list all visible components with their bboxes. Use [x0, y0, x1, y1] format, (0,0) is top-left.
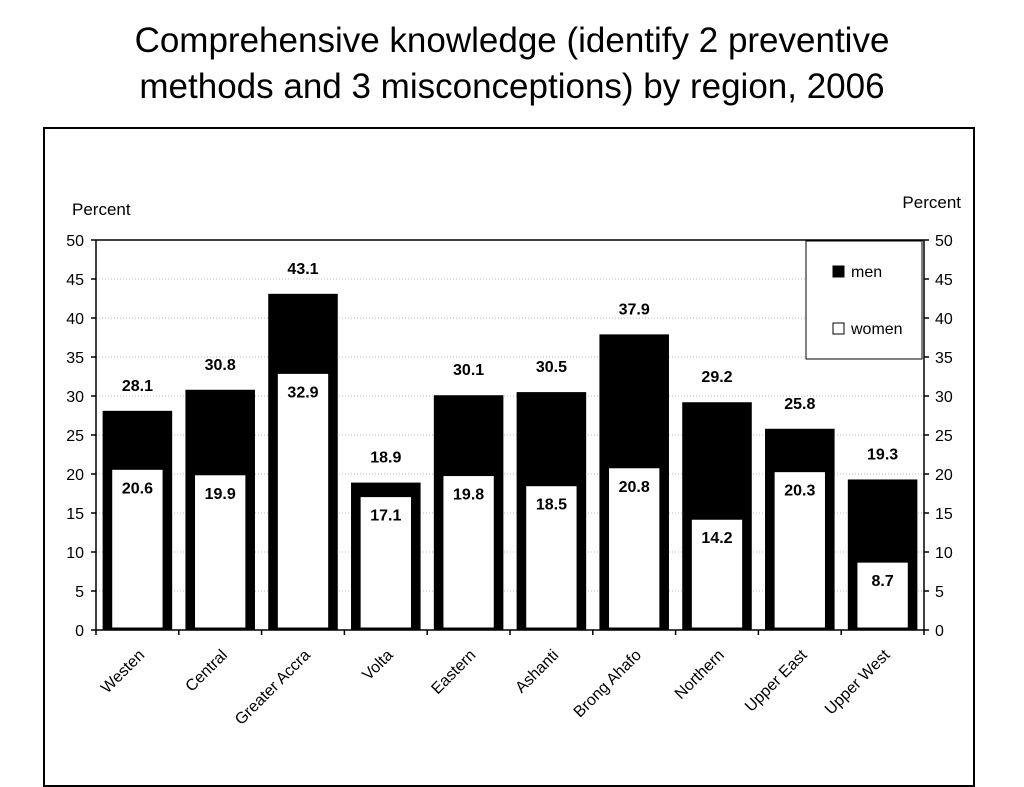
data-label-women: 14.2: [701, 530, 732, 547]
bars: [102, 293, 918, 630]
data-label-men: 28.1: [122, 378, 153, 395]
y-tick-label-right: 10: [935, 545, 953, 562]
bar-women: [359, 496, 412, 629]
bar-women: [856, 561, 909, 629]
y-tick-label-left: 20: [66, 467, 84, 484]
legend-box: [805, 240, 923, 360]
chart-frame: 0 0 5 5 10 10 15 15 20 20 25 25 30 30 35 35 40 40 45 45 50 50…: [43, 127, 975, 787]
bar-women: [690, 518, 744, 629]
y-tick-label-left: 25: [66, 428, 84, 445]
y-tick-label-left: 5: [75, 584, 84, 601]
x-tick-label: Central: [183, 647, 231, 695]
bar-women: [111, 468, 164, 629]
data-label-men: 29.2: [701, 369, 732, 386]
legend-swatch-women: [832, 322, 845, 335]
slide-title-line-2: methods and 3 misconceptions) by region,…: [139, 67, 885, 106]
x-tick-label: Northern: [672, 647, 728, 703]
bar-women: [608, 467, 661, 629]
bar-women: [773, 471, 826, 629]
data-label-men: 18.9: [370, 450, 401, 467]
data-label-women: 17.1: [370, 508, 401, 525]
y-tick-label-right: 20: [935, 467, 953, 484]
axes: [91, 239, 929, 635]
x-tick-label: Upper East: [742, 646, 811, 715]
y-tick-label-right: 15: [935, 506, 953, 523]
slide-title-line-1: Comprehensive knowledge (identify 2 prev…: [134, 21, 890, 60]
data-label-women: 32.9: [287, 384, 318, 401]
slide-title: Comprehensive knowledge (identify 2 prev…: [0, 18, 1024, 110]
y-tick-label-left: 0: [75, 623, 84, 640]
y-tick-label-right: 5: [935, 584, 944, 601]
bar-women: [276, 372, 330, 629]
y-axis-title-left: Percent: [72, 200, 131, 219]
data-label-men: 30.8: [205, 357, 236, 374]
y-tick-label-left: 10: [66, 545, 84, 562]
data-label-men: 37.9: [619, 301, 650, 318]
legend: men women: [805, 240, 923, 360]
y-tick-label-left: 40: [66, 311, 84, 328]
y-tick-label-right: 35: [935, 350, 953, 367]
data-label-men: 30.5: [536, 359, 567, 376]
data-label-women: 19.8: [453, 487, 484, 504]
y-tick-label-right: 40: [935, 311, 953, 328]
data-label-women: 18.5: [536, 497, 567, 514]
bar-chart: 0 0 5 5 10 10 15 15 20 20 25 25 30 30 35 35 40 40 45 45 50 50…: [66, 193, 961, 729]
data-label-women: 20.6: [122, 480, 153, 497]
y-tick-label-right: 25: [935, 428, 953, 445]
data-label-men: 43.1: [287, 261, 318, 278]
y-tick-label-left: 45: [66, 272, 84, 289]
x-tick-label: Ashanti: [512, 647, 562, 697]
y-tick-label-right: 30: [935, 389, 953, 406]
y-tick-label-left: 30: [66, 389, 84, 406]
y-tick-label-left: 35: [66, 350, 84, 367]
legend-label-men: men: [851, 264, 882, 281]
x-tick-label: Brong Ahafo: [571, 647, 645, 721]
data-label-women: 8.7: [871, 573, 893, 590]
x-tick-label: Upper West: [822, 646, 894, 718]
y-tick-label-right: 45: [935, 272, 953, 289]
x-tick-label: Greater Accra: [232, 647, 314, 729]
x-tick-label: Westen: [98, 647, 148, 697]
x-tick-label: Volta: [359, 647, 396, 684]
data-label-women: 20.8: [619, 479, 650, 496]
data-label-women: 19.9: [205, 486, 236, 503]
data-label-men: 25.8: [784, 396, 815, 413]
data-label-women: 20.3: [784, 483, 815, 500]
legend-label-women: women: [850, 321, 903, 338]
legend-swatch-men: [832, 265, 845, 278]
data-label-men: 19.3: [867, 446, 898, 463]
data-label-men: 30.1: [453, 362, 484, 379]
y-tick-label-left: 50: [66, 233, 84, 250]
y-axis-title-right: Percent: [902, 193, 961, 212]
y-tick-label-left: 15: [66, 506, 84, 523]
x-tick-label: Eastern: [428, 647, 479, 698]
y-tick-label-right: 50: [935, 233, 953, 250]
bar-women: [194, 474, 247, 629]
bar-women: [442, 475, 495, 629]
y-tick-label-right: 0: [935, 623, 944, 640]
bar-women: [525, 485, 578, 629]
